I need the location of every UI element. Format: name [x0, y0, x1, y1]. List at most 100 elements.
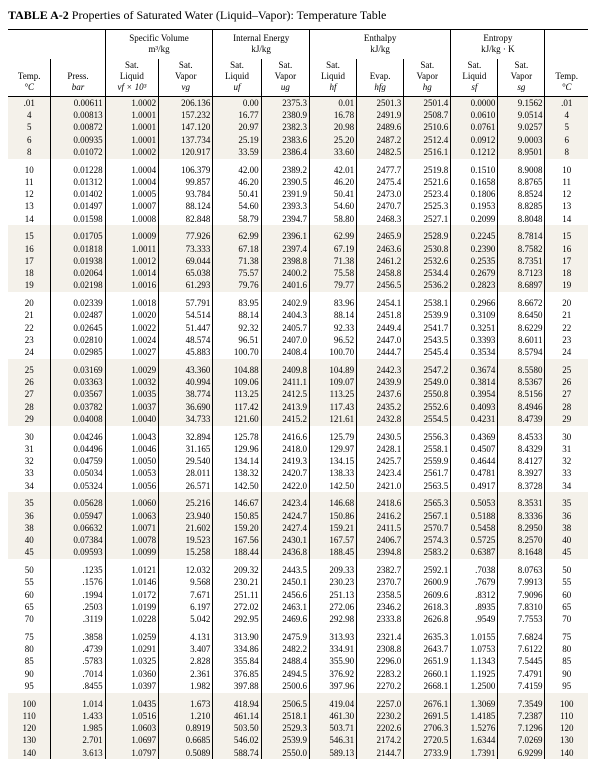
cell: 0.0912: [451, 134, 498, 146]
cell: 2518.1: [261, 710, 309, 722]
cell: 2418.0: [261, 443, 309, 455]
cell: .7014: [51, 668, 105, 680]
cell: 75: [545, 626, 588, 644]
cell: 0.01938: [51, 255, 105, 267]
cell: 4.131: [159, 626, 213, 644]
cell: 54.60: [310, 201, 357, 213]
cell: 2465.9: [357, 225, 404, 243]
cell: 1.0053: [105, 468, 158, 480]
col-header-5: Sat.Vaporug: [261, 59, 309, 97]
cell: 2333.8: [357, 614, 404, 626]
col-header-8-line-1: Vapor: [406, 71, 448, 82]
cell: 0.00: [213, 97, 261, 110]
cell: 29: [8, 413, 51, 425]
cell: 13: [8, 201, 51, 213]
cell: 130: [8, 735, 51, 747]
col-header-7-line-0: Evap.: [359, 71, 401, 82]
cell: 60: [545, 589, 588, 601]
cell: 2415.2: [261, 413, 309, 425]
cell: 0.1510: [451, 159, 498, 177]
cell: 46.20: [310, 176, 357, 188]
cell: 1.3069: [451, 693, 498, 711]
cell: .8455: [51, 680, 105, 692]
cell: 34.733: [159, 413, 213, 425]
cell: 2491.9: [357, 110, 404, 122]
table-row: 65.25031.01996.197272.022463.1272.062346…: [8, 601, 588, 613]
cell: 79.76: [213, 280, 261, 292]
cell: 61.293: [159, 280, 213, 292]
cell: 8.6450: [498, 310, 545, 322]
col-header-9: Sat.Liquidsf: [451, 59, 498, 97]
cell: 2592.1: [404, 559, 451, 577]
cell: 1.0291: [105, 644, 158, 656]
cell: 24: [8, 347, 51, 359]
cell: 209.33: [310, 559, 357, 577]
col-header-2-line-2: vf × 10³: [108, 82, 156, 93]
cell: 0.4644: [451, 456, 498, 468]
cell: 188.45: [310, 547, 357, 559]
cell: 8.3927: [498, 468, 545, 480]
group-ent-unit: kJ/kg · K: [453, 44, 542, 55]
cell: 0.3814: [451, 377, 498, 389]
cell: 0.5188: [451, 510, 498, 522]
cell: 48.574: [159, 334, 213, 346]
table-row: 50.12351.012112.032209.322443.5209.33238…: [8, 559, 588, 577]
cell: .8935: [451, 601, 498, 613]
cell: 1.0060: [105, 492, 158, 510]
cell: 8.5794: [498, 347, 545, 359]
cell: 7.8310: [498, 601, 545, 613]
group-blank-left: [8, 30, 105, 59]
cell: 96.51: [213, 334, 261, 346]
cell: 129.96: [213, 443, 261, 455]
cell: 1.0001: [105, 134, 158, 146]
cell: 2554.5: [404, 413, 451, 425]
cell: 33.59: [213, 146, 261, 158]
cell: 106.379: [159, 159, 213, 177]
cell: 1.0009: [105, 225, 158, 243]
cell: .8312: [451, 589, 498, 601]
table-row: 1403.6131.07970.5089588.742550.0589.1321…: [8, 747, 588, 759]
cell: 77.926: [159, 225, 213, 243]
cell: 34: [545, 480, 588, 492]
table-row: 85.57831.03252.828355.842488.4355.902296…: [8, 656, 588, 668]
cell: 2423.4: [357, 468, 404, 480]
table-row: 330.050341.005328.011138.322420.7138.332…: [8, 468, 588, 480]
group-specific-volume: Specific Volume m³/kg: [105, 30, 213, 59]
cell: 9.0514: [498, 110, 545, 122]
cell: 0.3393: [451, 334, 498, 346]
cell: 1.2500: [451, 680, 498, 692]
cell: 2482.2: [261, 644, 309, 656]
cell: 0.3954: [451, 389, 498, 401]
cell: 32: [545, 456, 588, 468]
cell: 1.0002: [105, 97, 158, 110]
cell: 21.602: [159, 522, 213, 534]
col-header-11-line-0: Temp.: [547, 71, 586, 82]
cell: 2.361: [159, 668, 213, 680]
cell: 0.2679: [451, 268, 498, 280]
col-header-7: Evap.hfg: [357, 59, 404, 97]
cell: 22: [8, 322, 51, 334]
cell: 0.01072: [51, 146, 105, 158]
cell: 15.258: [159, 547, 213, 559]
cell: 1.0046: [105, 443, 158, 455]
cell: 8.6229: [498, 322, 545, 334]
cell: 1.0040: [105, 413, 158, 425]
cell: 230.21: [213, 577, 261, 589]
cell: 2393.3: [261, 201, 309, 213]
cell: 65: [545, 601, 588, 613]
cell: 1.0001: [105, 110, 158, 122]
cell: 0.05947: [51, 510, 105, 522]
cell: 0.04246: [51, 426, 105, 444]
cell: 129.97: [310, 443, 357, 455]
table-row: 290.040081.004034.733121.602415.2121.612…: [8, 413, 588, 425]
cell: 0.3534: [451, 347, 498, 359]
cell: 1.0155: [451, 626, 498, 644]
col-header-11-line-1: °C: [547, 82, 586, 93]
cell: 50: [8, 559, 51, 577]
cell: 2398.8: [261, 255, 309, 267]
cell: 125.78: [213, 426, 261, 444]
cell: 38: [545, 522, 588, 534]
cell: 2444.7: [357, 347, 404, 359]
col-header-2: Sat.Liquidvf × 10³: [105, 59, 158, 97]
cell: 3.613: [51, 747, 105, 759]
